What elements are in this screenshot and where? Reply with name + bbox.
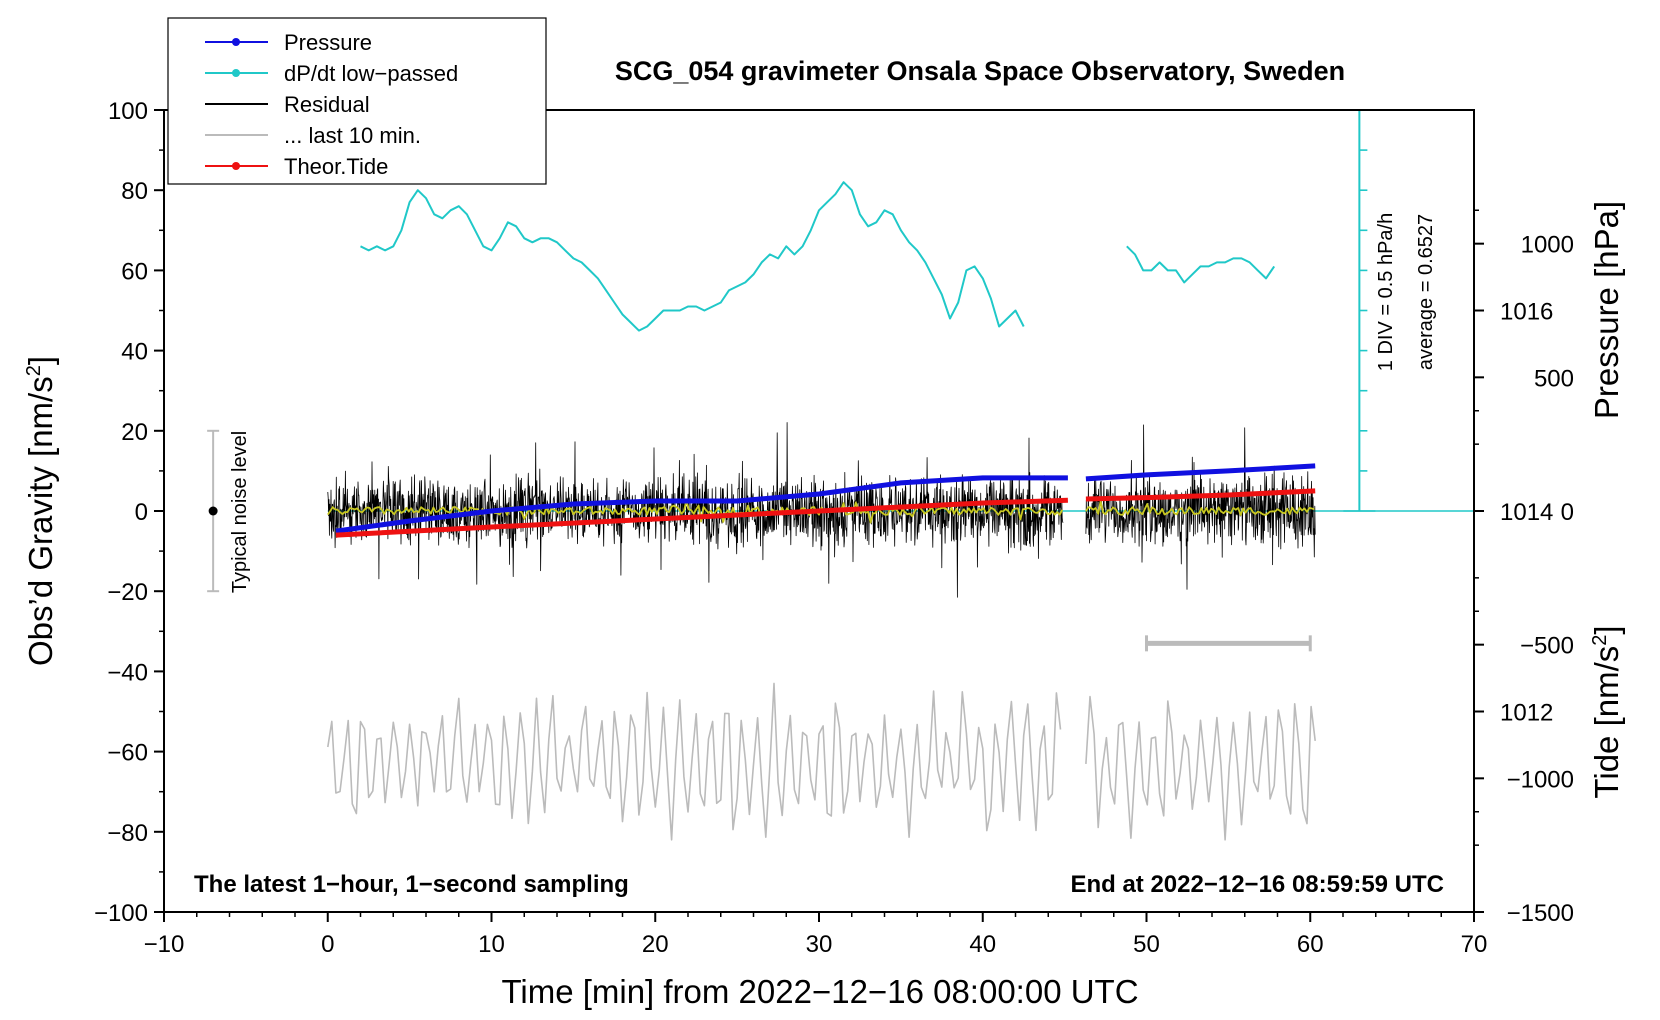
y-tick-label-100: 100 — [108, 98, 148, 125]
y-tick-label--60: −60 — [107, 740, 148, 767]
y-axis-label-pressure: Pressure [hPa] — [1588, 201, 1625, 419]
y-tick-label-0: 0 — [135, 499, 148, 526]
footer-right: End at 2022−12−16 08:59:59 UTC — [1070, 871, 1444, 898]
x-tick-label-60: 60 — [1297, 931, 1324, 958]
x-tick-label-50: 50 — [1133, 931, 1160, 958]
y-tick-label--80: −80 — [107, 820, 148, 847]
y-tick-label--20: −20 — [107, 579, 148, 606]
chart-title: SCG_054 gravimeter Onsala Space Observat… — [615, 56, 1345, 86]
legend-label-last-10-min: ... last 10 min. — [284, 123, 421, 148]
pressure-tick-label-1016: 1016 — [1500, 299, 1553, 326]
x-tick-label-20: 20 — [642, 931, 669, 958]
y-tick-label-20: 20 — [121, 419, 148, 446]
y-tick-label--40: −40 — [107, 659, 148, 686]
legend-label-residual: Residual — [284, 92, 370, 117]
x-tick-label-0: 0 — [321, 931, 334, 958]
tide-tick-label--1500: −1500 — [1507, 900, 1574, 927]
y-tick-label-60: 60 — [121, 258, 148, 285]
legend-label-theor-tide: Theor.Tide — [284, 154, 388, 179]
legend-marker-theor-tide — [232, 162, 240, 170]
tide-tick-label-500: 500 — [1534, 365, 1574, 392]
y-tick-label--100: −100 — [94, 900, 148, 927]
x-tick-label-10: 10 — [478, 931, 505, 958]
tide-tick-label--1000: −1000 — [1507, 766, 1574, 793]
x-tick-label-40: 40 — [969, 931, 996, 958]
legend-marker-dp-dt-low-passed — [232, 69, 240, 77]
residual-lowpass-line-0 — [327, 499, 1064, 524]
legend: Pressure dP/dt low−passed Residual ... last… — [167, 17, 547, 185]
noise-level-label: Typical noise level — [229, 431, 251, 593]
last-10-min-line-0 — [327, 682, 1062, 841]
tide-tick-label--500: −500 — [1520, 633, 1574, 660]
pressure-tick-label-1014: 1014 — [1500, 499, 1553, 526]
footer-left: The latest 1−hour, 1−second sampling — [194, 871, 629, 898]
pressure-line-0 — [335, 475, 1068, 534]
y-tick-label-80: 80 — [121, 178, 148, 205]
y-axis-label-tide-main: Tide [nm/s — [1588, 646, 1625, 799]
pressure-line-1 — [1085, 463, 1316, 482]
y-axis-label-gravity-main: Obs’d Gravity [nm/s — [22, 376, 59, 666]
y-tick-label-40: 40 — [121, 339, 148, 366]
theor-tide-line-1 — [1085, 488, 1316, 502]
x-tick-label--10: −10 — [144, 931, 185, 958]
x-axis-label: Time [min] from 2022−12−16 08:00:00 UTC — [501, 973, 1138, 1010]
residual-line-1 — [1085, 424, 1316, 590]
last-10-min-line-1 — [1085, 695, 1316, 841]
noise-bar-dot — [208, 506, 218, 516]
legend-label-pressure: Pressure — [284, 30, 372, 55]
y-axis-label-gravity-sup: 2 — [23, 365, 45, 376]
theor-tide-line-0 — [335, 497, 1068, 538]
legend-marker-pressure — [232, 38, 240, 46]
pressure-tick-label-1012: 1012 — [1500, 700, 1553, 727]
dp-dt-low-passed-line-1 — [1126, 245, 1276, 284]
y-axis-label-gravity: Obs’d Gravity [nm/s2] — [22, 356, 59, 666]
legend-box — [167, 17, 547, 185]
y-axis-label-gravity-end: ] — [22, 356, 59, 365]
pressure-div-label: 1 DIV = 0.5 hPa/h — [1375, 213, 1397, 371]
y-axis-label-tide-end: ] — [1588, 625, 1625, 634]
x-tick-label-70: 70 — [1461, 931, 1488, 958]
legend-label-dp-dt-low-passed: dP/dt low−passed — [284, 61, 458, 86]
x-tick-label-30: 30 — [806, 931, 833, 958]
dp-dt-low-passed-line-0 — [360, 181, 1025, 332]
residual-lowpass-line-1 — [1085, 500, 1315, 516]
y-axis-label-tide: Tide [nm/s2] — [1588, 625, 1625, 798]
tide-tick-label-0: 0 — [1561, 499, 1574, 526]
y-axis-label-tide-sup: 2 — [1589, 635, 1611, 646]
tide-tick-label-1000: 1000 — [1521, 232, 1574, 259]
pressure-average-label: average = 0.6527 — [1415, 214, 1437, 370]
